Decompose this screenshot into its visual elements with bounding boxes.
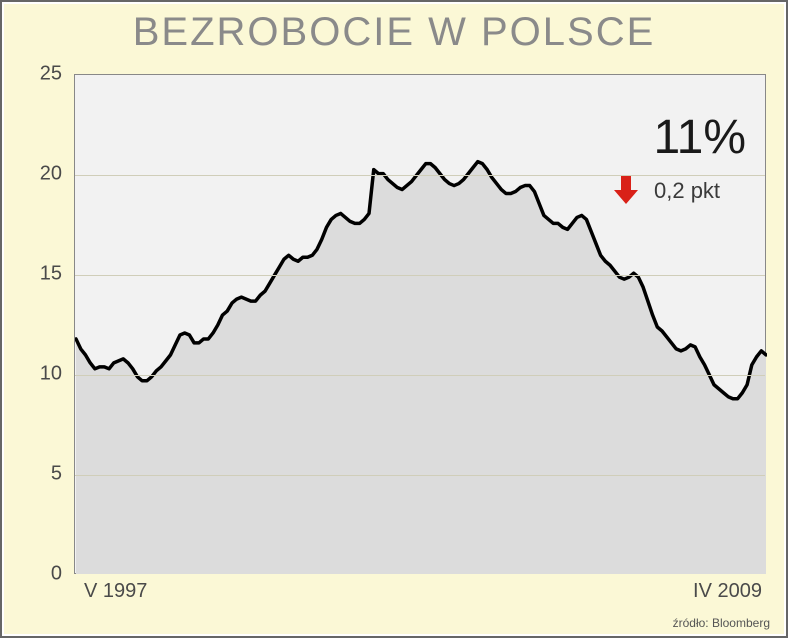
callout-delta: 0,2 pkt: [654, 178, 720, 204]
y-tick-label: 5: [2, 463, 62, 486]
gridline: [75, 275, 765, 276]
down-arrow-icon: [612, 174, 640, 211]
y-tick-label: 15: [2, 263, 62, 286]
source-label: źródło: Bloomberg: [673, 616, 770, 630]
gridline: [75, 475, 765, 476]
chart-title: BEZROBOCIE W POLSCE: [2, 10, 786, 55]
y-tick-label: 20: [2, 163, 62, 186]
gridline: [75, 175, 765, 176]
y-tick-label: 10: [2, 363, 62, 386]
y-tick-label: 0: [2, 563, 62, 586]
gridline: [75, 375, 765, 376]
callout-value: 11%: [653, 110, 746, 165]
x-axis-start-label: V 1997: [84, 580, 147, 603]
x-axis-end-label: IV 2009: [693, 580, 762, 603]
y-tick-label: 25: [2, 63, 62, 86]
chart-frame: BEZROBOCIE W POLSCE 0 5 10 15 20 25 V 1997 IV…: [0, 0, 788, 638]
area-fill: [76, 162, 766, 574]
